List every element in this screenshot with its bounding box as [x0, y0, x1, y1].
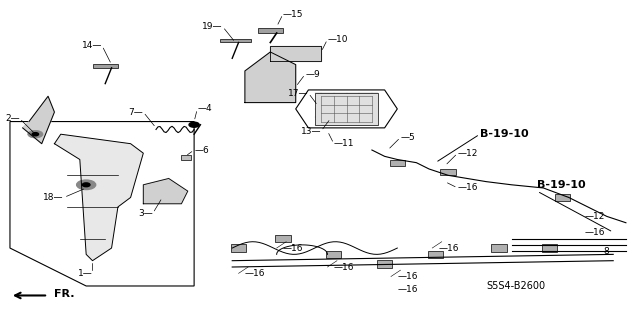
- Bar: [428, 250, 443, 258]
- Text: FR.: FR.: [54, 289, 75, 299]
- Text: —12: —12: [584, 212, 605, 221]
- Polygon shape: [22, 96, 54, 144]
- Text: —16: —16: [397, 285, 418, 294]
- Text: —4: —4: [197, 104, 212, 113]
- Bar: [326, 250, 341, 258]
- Circle shape: [189, 122, 199, 127]
- Text: —16: —16: [283, 243, 303, 253]
- Text: 8: 8: [604, 247, 609, 256]
- Circle shape: [83, 183, 90, 187]
- Text: B-19-10: B-19-10: [480, 129, 529, 139]
- Circle shape: [28, 130, 43, 138]
- Text: —10: —10: [328, 35, 348, 44]
- Text: —16: —16: [245, 269, 266, 278]
- Text: —16: —16: [584, 228, 605, 237]
- Text: 17—: 17—: [288, 89, 308, 98]
- Text: 13—: 13—: [301, 127, 321, 136]
- Text: 7—: 7—: [129, 108, 143, 116]
- Polygon shape: [54, 134, 143, 261]
- Text: —9: —9: [305, 70, 320, 78]
- Polygon shape: [245, 52, 296, 103]
- Circle shape: [32, 133, 38, 136]
- Circle shape: [77, 180, 96, 189]
- Text: —6: —6: [194, 145, 209, 154]
- Text: 2—: 2—: [5, 114, 19, 123]
- Bar: [492, 244, 506, 252]
- Text: —16: —16: [458, 183, 478, 192]
- Bar: [390, 160, 405, 166]
- Polygon shape: [143, 178, 188, 204]
- Text: —16: —16: [397, 272, 418, 281]
- Bar: [220, 39, 252, 42]
- Bar: [315, 93, 378, 125]
- Bar: [377, 260, 392, 268]
- Text: 18—: 18—: [44, 193, 64, 202]
- Bar: [93, 64, 118, 68]
- Text: B-19-10: B-19-10: [537, 180, 586, 190]
- Text: —12: —12: [458, 149, 478, 158]
- Text: 19—: 19—: [202, 22, 223, 31]
- Bar: [181, 155, 191, 160]
- Text: 14—: 14—: [82, 41, 102, 50]
- Text: —16: —16: [438, 243, 459, 253]
- Polygon shape: [270, 46, 321, 62]
- Bar: [258, 28, 283, 33]
- Bar: [440, 169, 456, 175]
- Text: —16: —16: [334, 263, 355, 271]
- Bar: [555, 194, 570, 201]
- Text: —5: —5: [401, 133, 415, 142]
- Text: 1—: 1—: [78, 269, 93, 278]
- Text: —15: —15: [283, 10, 303, 19]
- Text: —11: —11: [334, 139, 355, 148]
- Text: S5S4-B2600: S5S4-B2600: [486, 281, 545, 291]
- Bar: [231, 244, 246, 252]
- Text: 3—: 3—: [138, 209, 153, 218]
- Bar: [542, 244, 557, 252]
- Bar: [275, 235, 291, 242]
